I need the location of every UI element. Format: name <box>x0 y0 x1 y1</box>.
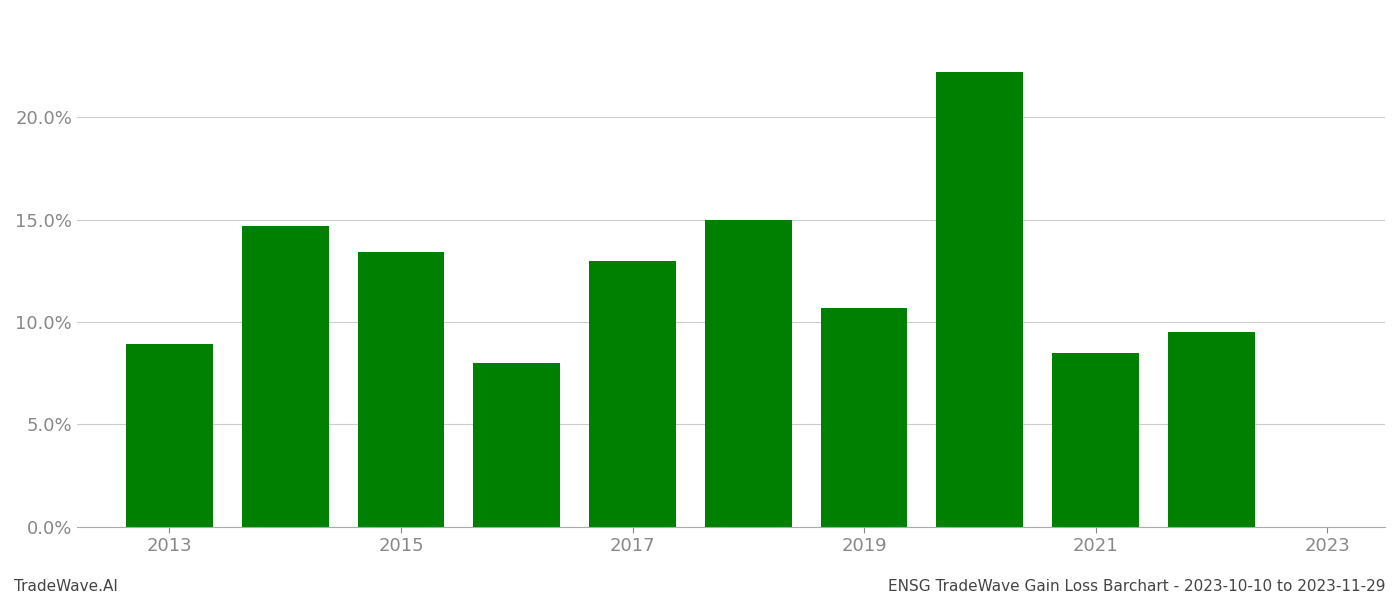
Bar <box>937 72 1023 527</box>
Bar <box>126 344 213 527</box>
Bar <box>242 226 329 527</box>
Bar <box>1053 353 1140 527</box>
Bar <box>473 363 560 527</box>
Bar <box>820 308 907 527</box>
Text: TradeWave.AI: TradeWave.AI <box>14 579 118 594</box>
Bar <box>1168 332 1254 527</box>
Bar <box>589 260 676 527</box>
Bar <box>357 253 444 527</box>
Bar <box>704 220 792 527</box>
Text: ENSG TradeWave Gain Loss Barchart - 2023-10-10 to 2023-11-29: ENSG TradeWave Gain Loss Barchart - 2023… <box>889 579 1386 594</box>
